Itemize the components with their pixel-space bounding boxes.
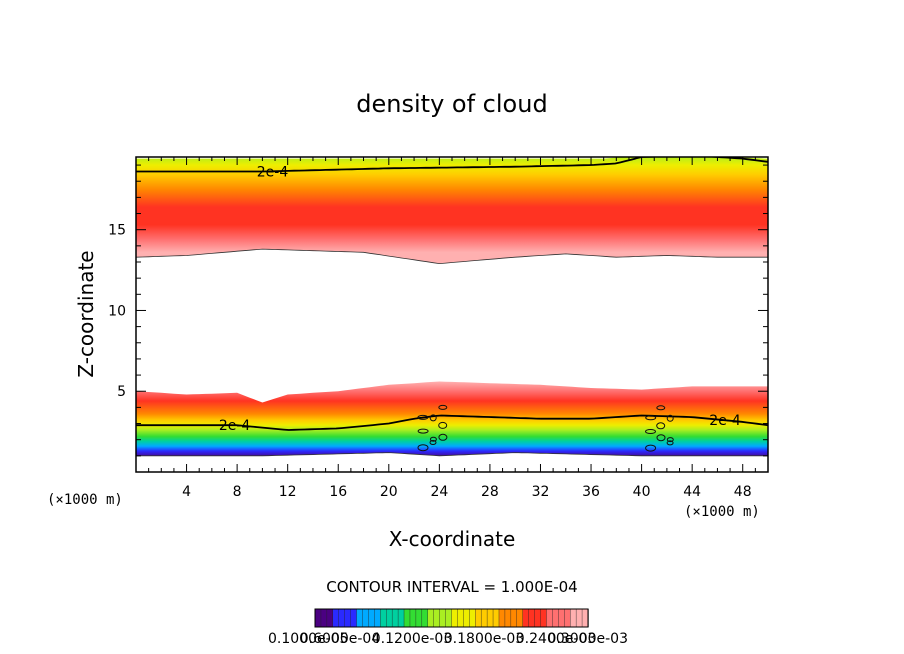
y-axis-label: Z-coordinate bbox=[74, 250, 98, 377]
convective-cell-contours bbox=[417, 404, 448, 452]
cloud-layer-lower bbox=[136, 381, 768, 456]
x-unit-label-right: (×1000 m) bbox=[684, 504, 760, 520]
x-unit-label-left: (×1000 m) bbox=[47, 492, 123, 508]
colorbar-label: 0.3000e-03 bbox=[548, 631, 628, 647]
x-tick: 4 bbox=[182, 157, 191, 500]
x-tick: 8 bbox=[233, 157, 242, 500]
x-axis-ticks: 4 8 12 16 20 24 28 32 36 40 44 48 bbox=[148, 157, 756, 500]
x-tick: 20 bbox=[380, 157, 398, 500]
svg-text:2e-4: 2e-4 bbox=[219, 418, 251, 434]
contour-label: 2e-4 bbox=[709, 413, 741, 429]
x-tick-label: 44 bbox=[683, 484, 701, 500]
y-tick: 15 bbox=[108, 223, 768, 239]
x-tick: 44 bbox=[683, 157, 701, 500]
x-tick-label: 40 bbox=[633, 484, 651, 500]
contour-line-lower bbox=[136, 414, 768, 431]
colorbar bbox=[314, 608, 589, 628]
x-tick: 24 bbox=[430, 157, 448, 500]
x-tick-label: 48 bbox=[734, 484, 752, 500]
x-tick-label: 8 bbox=[233, 484, 242, 500]
x-tick-label: 32 bbox=[532, 484, 550, 500]
contour-interval-label: CONTOUR INTERVAL = 1.000E-04 bbox=[326, 578, 577, 596]
y-tick-label: 15 bbox=[108, 223, 126, 239]
colorbar-label: 0.6000e-04 bbox=[300, 631, 381, 647]
y-tick-label: 10 bbox=[108, 303, 126, 319]
contour-line-upper bbox=[136, 157, 768, 173]
x-tick: 48 bbox=[734, 157, 752, 500]
chart-title: density of cloud bbox=[356, 90, 547, 118]
x-tick: 12 bbox=[279, 157, 297, 500]
x-tick: 16 bbox=[329, 157, 347, 500]
x-tick-label: 24 bbox=[430, 484, 448, 500]
colorbar-label: 0.2400e-03 bbox=[516, 631, 596, 647]
cloud-layer-upper bbox=[136, 157, 768, 264]
y-axis-ticks: 5 10 15 bbox=[108, 164, 768, 457]
cloud-layer-edge bbox=[136, 248, 768, 265]
contour-label: 2e-4 bbox=[257, 164, 289, 180]
contour-label: 2e-4 bbox=[219, 418, 251, 434]
x-axis-label: X-coordinate bbox=[389, 527, 516, 551]
cloud-layer-edge bbox=[136, 452, 768, 457]
svg-text:2e-4: 2e-4 bbox=[709, 413, 741, 429]
x-tick-label: 4 bbox=[182, 484, 191, 500]
colorbar-labels: 0.1000e-050.6000e-040.1200e-030.1800e-03… bbox=[268, 631, 628, 647]
x-tick-label: 20 bbox=[380, 484, 398, 500]
svg-text:2e-4: 2e-4 bbox=[257, 164, 289, 180]
colorbar-label: 0.1000e-05 bbox=[268, 631, 348, 647]
x-tick-label: 12 bbox=[279, 484, 297, 500]
x-tick: 28 bbox=[481, 157, 499, 500]
y-tick: 10 bbox=[108, 303, 768, 319]
colorbar-label: 0.1200e-03 bbox=[372, 631, 452, 647]
x-tick: 40 bbox=[633, 157, 651, 500]
x-tick: 32 bbox=[532, 157, 550, 500]
x-tick: 36 bbox=[582, 157, 600, 500]
x-tick-label: 36 bbox=[582, 484, 600, 500]
colorbar-label: 0.1800e-03 bbox=[444, 631, 524, 647]
y-tick-label: 5 bbox=[117, 384, 126, 400]
y-tick: 5 bbox=[117, 384, 768, 400]
x-tick-label: 16 bbox=[329, 484, 347, 500]
x-tick-label: 28 bbox=[481, 484, 499, 500]
plot-area: 2e-4 2e-4 2e-4 bbox=[136, 157, 768, 457]
convective-cell-contours bbox=[645, 405, 674, 452]
